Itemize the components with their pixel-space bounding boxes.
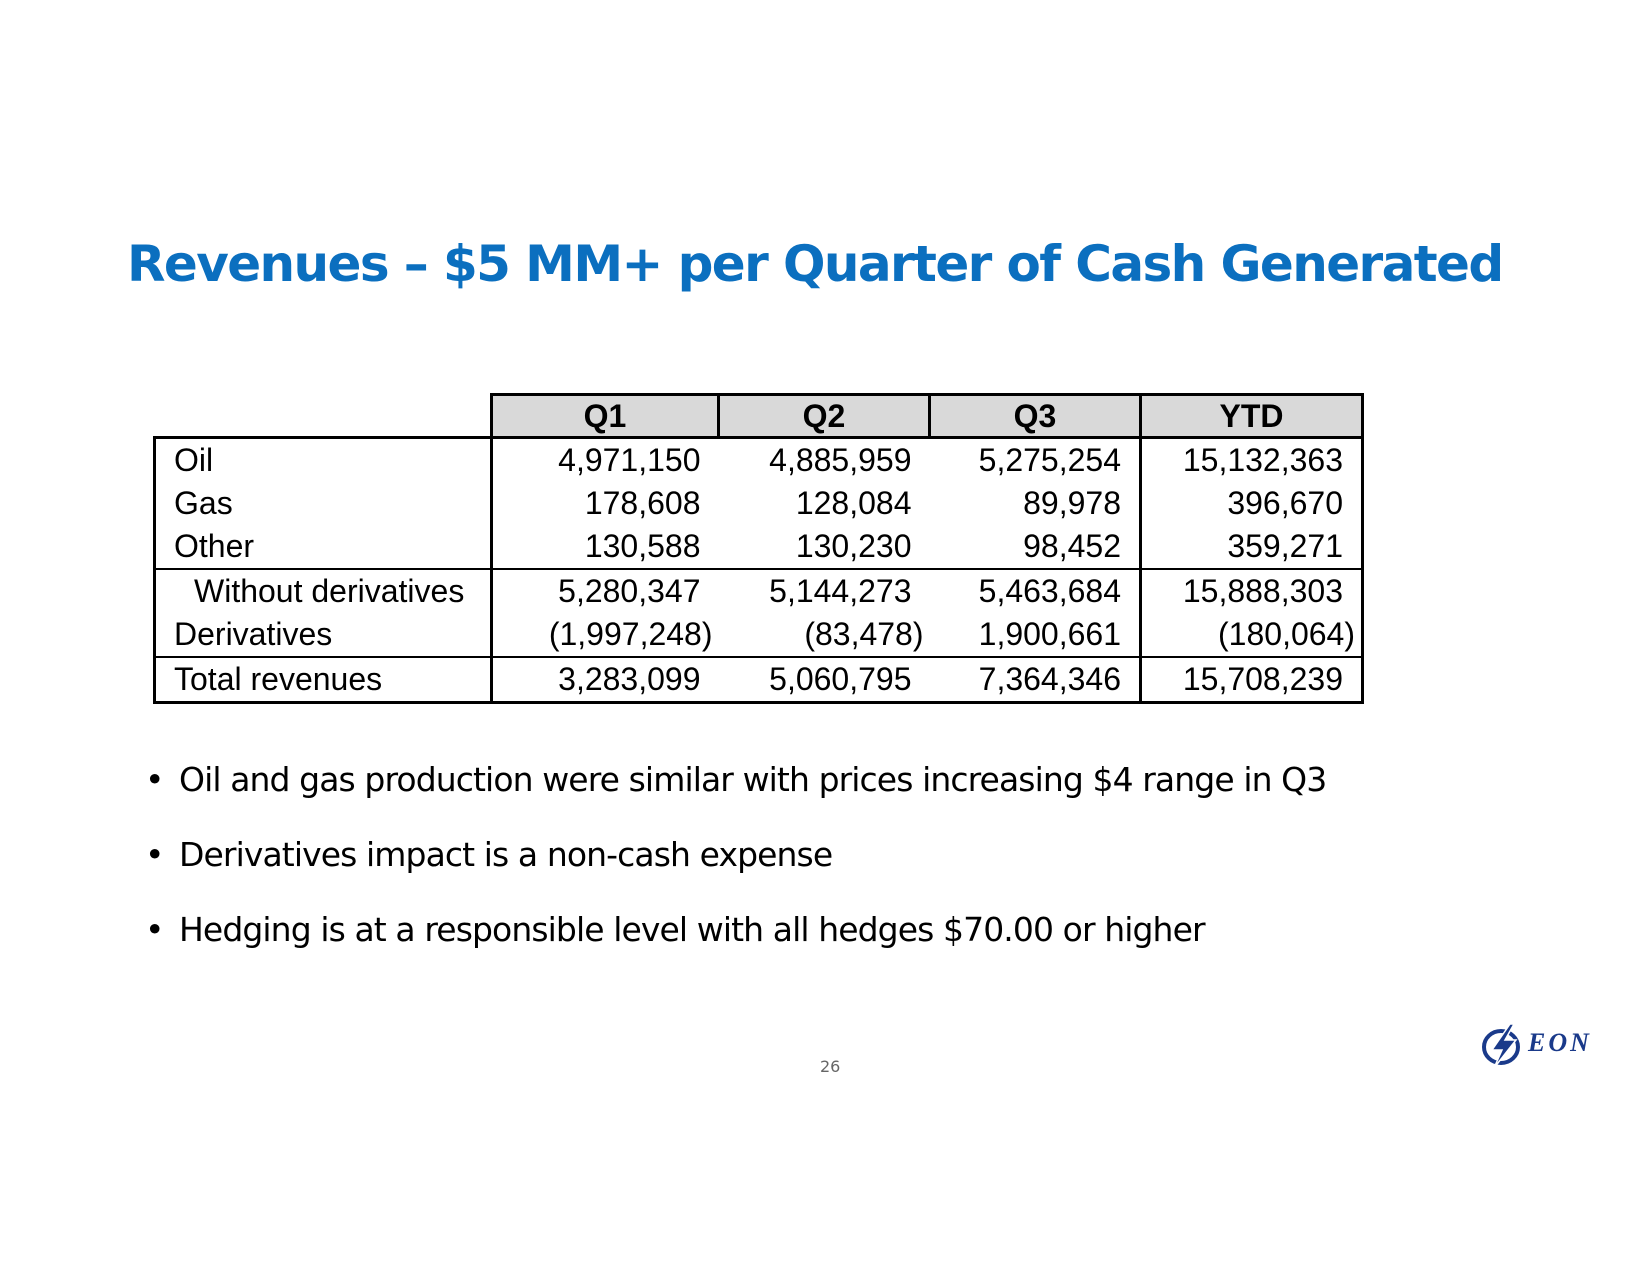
cell-q3: 5,463,684 bbox=[929, 568, 1142, 613]
header-q3: Q3 bbox=[928, 393, 1142, 439]
cell-q1: (1,997,248) bbox=[548, 616, 713, 652]
table-row-total-revenues: Total revenues 3,283,099 5,060,795 7,364… bbox=[153, 656, 1364, 704]
eon-logo: EON bbox=[1480, 1022, 1600, 1072]
bullet-item: • Oil and gas production were similar wit… bbox=[145, 760, 1327, 835]
logo-text: EON bbox=[1528, 1028, 1592, 1057]
cell-q2: 5,060,795 bbox=[718, 656, 930, 704]
cell-q3: 5,275,254 bbox=[929, 437, 1142, 482]
header-q1: Q1 bbox=[490, 393, 720, 439]
header-ytd: YTD bbox=[1139, 393, 1364, 439]
cell-q3: 7,364,346 bbox=[929, 656, 1142, 704]
cell-q2: (83,478) bbox=[804, 616, 924, 652]
cell-q1: 178,608 bbox=[584, 485, 701, 521]
header-blank-cell bbox=[154, 394, 492, 439]
table-row-gas: Gas 178,608 128,084 89,978 396,670 bbox=[153, 482, 1364, 525]
lightning-bolt-icon bbox=[1482, 1023, 1520, 1069]
table-row-derivatives: Derivatives (1,997,248) (83,478) 1,900,6… bbox=[153, 613, 1364, 657]
cell-q2: 130,230 bbox=[795, 528, 912, 564]
row-label: Gas bbox=[153, 482, 493, 525]
table-row-without-derivatives: Without derivatives 5,280,347 5,144,273 … bbox=[153, 568, 1364, 613]
table-header-row: Q1 Q2 Q3 YTD bbox=[154, 393, 1364, 439]
cell-q2: 5,144,273 bbox=[718, 568, 930, 613]
cell-q3: 89,978 bbox=[929, 482, 1142, 525]
cell-ytd: 15,888,303 bbox=[1140, 568, 1364, 613]
table-row-oil: Oil 4,971,150 4,885,959 5,275,254 15,132… bbox=[153, 437, 1364, 482]
cell-q1: 4,971,150 bbox=[558, 442, 701, 478]
cell-q1: 130,588 bbox=[584, 528, 701, 564]
page-number: 26 bbox=[820, 1057, 841, 1076]
revenue-table: Q1 Q2 Q3 YTD Oil 4,971,150 4,885,959 5,2… bbox=[153, 393, 1364, 704]
cell-q2: 128,084 bbox=[795, 485, 912, 521]
bullet-item: • Hedging is at a responsible level with … bbox=[145, 910, 1326, 985]
row-label: Derivatives bbox=[153, 613, 493, 657]
revenue-table-grid: Q1 Q2 Q3 YTD Oil 4,971,150 4,885,959 5,2… bbox=[153, 393, 1364, 704]
header-q2: Q2 bbox=[717, 393, 931, 439]
row-label: Other bbox=[153, 525, 493, 569]
cell-ytd: 396,670 bbox=[1140, 482, 1364, 525]
row-label: Oil bbox=[153, 437, 493, 482]
cell-q2: 4,885,959 bbox=[769, 442, 912, 478]
bullet-item: • Derivatives impact is a non-cash expens… bbox=[145, 835, 1326, 910]
cell-q1: 3,283,099 bbox=[491, 656, 719, 704]
bullet-list: • Oil and gas production were similar wit… bbox=[145, 760, 1327, 985]
bullet-text: Hedging is at a responsible level with a… bbox=[179, 910, 1206, 949]
cell-q3: 98,452 bbox=[929, 525, 1142, 569]
cell-ytd: 359,271 bbox=[1140, 525, 1364, 569]
bullet-text: Derivatives impact is a non-cash expense bbox=[179, 835, 833, 874]
slide-title: Revenues – $5 MM+ per Quarter of Cash Ge… bbox=[127, 235, 1504, 293]
cell-ytd: 15,708,239 bbox=[1140, 656, 1364, 704]
bullet-text: Oil and gas production were similar with… bbox=[179, 760, 1327, 799]
row-label: Without derivatives bbox=[153, 568, 493, 613]
bullet-dot-icon: • bbox=[145, 910, 164, 949]
cell-q3: 1,900,661 bbox=[929, 613, 1142, 657]
bullet-dot-icon: • bbox=[145, 835, 164, 874]
cell-q1: 5,280,347 bbox=[491, 568, 719, 613]
bullet-dot-icon: • bbox=[145, 760, 164, 799]
table-row-other: Other 130,588 130,230 98,452 359,271 bbox=[153, 525, 1364, 569]
cell-ytd: (180,064) bbox=[1140, 613, 1364, 657]
row-label: Total revenues bbox=[153, 656, 493, 704]
cell-ytd: 15,132,363 bbox=[1140, 437, 1364, 482]
